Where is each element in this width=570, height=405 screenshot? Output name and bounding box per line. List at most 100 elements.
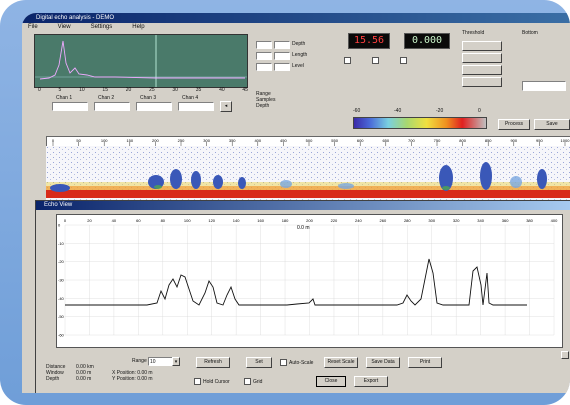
reset-scale-button[interactable]: Reset Scale xyxy=(324,357,358,368)
param-field-4[interactable] xyxy=(274,52,290,60)
info-label-window: Window xyxy=(46,370,64,376)
info-value-window: 0.00 m xyxy=(76,370,92,376)
x-tick-label: 0 xyxy=(64,218,67,223)
range-input[interactable]: 10 xyxy=(148,357,174,366)
scrollbar-handle[interactable] xyxy=(561,351,569,359)
ruler-tick-label: 850 xyxy=(485,138,492,143)
save-data-button[interactable]: Save Data xyxy=(366,357,400,368)
x-tick-label: 360 xyxy=(502,218,509,223)
refresh-button[interactable]: Refresh xyxy=(196,357,230,368)
echo-view-title: Echo View xyxy=(44,202,73,208)
x-tick-label: 400 xyxy=(551,218,558,223)
x-tick-label: 320 xyxy=(453,218,460,223)
info-label-distance: Distance xyxy=(46,364,66,370)
channel-label-4: Chan 4 xyxy=(182,95,199,101)
menu-file[interactable]: File xyxy=(28,24,38,30)
echo-profile-svg: 0.0 m 0 20 40 60 80 100 120 140 160 180 200 220 240 2… xyxy=(58,218,558,338)
ruler-tick-label: 300 xyxy=(203,138,210,143)
channel-label-2: Chan 2 xyxy=(98,95,115,101)
channel-2-field[interactable] xyxy=(94,102,130,111)
info-values: 0.00 km 0.00 m 0.00 m xyxy=(76,364,94,382)
x-tick-label: 80 xyxy=(161,218,166,223)
range-dropdown-button[interactable]: ▾ xyxy=(172,357,180,366)
application-window: Digital echo analysis - DEMO File View Set… xyxy=(22,13,570,393)
y-tick-label: 0 xyxy=(58,223,61,228)
colorscale-tick-4: 0 xyxy=(478,108,481,114)
y-tick-label: -10 xyxy=(58,241,65,246)
range-label: Range xyxy=(132,358,147,364)
channel-1-field[interactable] xyxy=(52,102,88,111)
echogram-bottom-band xyxy=(46,190,570,198)
param-field-5[interactable] xyxy=(256,63,272,71)
ruler-tick-label: 0 xyxy=(52,138,55,143)
x-tick-label: 200 xyxy=(306,218,313,223)
x-tick-label: 240 xyxy=(355,218,362,223)
ruler-tick-label: 50 xyxy=(76,138,81,143)
channel-4-field[interactable] xyxy=(178,102,214,111)
ruler-tick-label: 500 xyxy=(306,138,313,143)
y-tick-label: -30 xyxy=(58,278,65,283)
level-label: Level xyxy=(292,63,304,69)
echo-profile-plot: 0.0 m 0 20 40 60 80 100 120 140 160 180 200 220 240 2… xyxy=(56,214,563,348)
close-button[interactable]: Close xyxy=(316,376,346,387)
auto-scale-checkbox[interactable] xyxy=(280,359,287,366)
param-field-2[interactable] xyxy=(274,41,290,49)
echo-view-titlebar[interactable]: Echo View xyxy=(36,201,570,210)
echo-profile-trace xyxy=(65,258,527,306)
set-button[interactable]: Set xyxy=(246,357,272,368)
print-button[interactable]: Print xyxy=(408,357,442,368)
option-checkbox-3[interactable] xyxy=(400,57,407,64)
readout-green: 0.000 xyxy=(404,33,450,49)
info-value-depth: 0.00 m xyxy=(76,376,92,382)
grid-option: Grid xyxy=(244,378,262,385)
bottom-field[interactable] xyxy=(522,81,566,91)
x-tick-label: 220 xyxy=(331,218,338,223)
spectrum-axis: 0 5 10 15 20 25 30 35 40 45 xyxy=(38,87,248,93)
ruler-tick-label: 900 xyxy=(510,138,517,143)
option-group-1 xyxy=(344,57,353,64)
x-tick-label: 120 xyxy=(208,218,215,223)
colorscale-tick-3: -20 xyxy=(436,108,444,114)
option-checkbox-2[interactable] xyxy=(372,57,379,64)
menu-help[interactable]: Help xyxy=(132,24,145,30)
param-field-6[interactable] xyxy=(274,63,290,71)
grid-checkbox[interactable] xyxy=(244,378,251,385)
stats-block: Range Samples Depth xyxy=(256,91,275,109)
colorscale-tick-2: -40 xyxy=(394,108,402,114)
info-labels: Distance Window Depth xyxy=(46,364,65,382)
side-button-1[interactable] xyxy=(462,41,502,51)
info-label-depth: Depth xyxy=(46,376,60,382)
hold-cursor-option: Hold Cursor xyxy=(194,378,230,385)
menu-settings[interactable]: Settings xyxy=(90,24,113,30)
channel-label-3: Chan 3 xyxy=(140,95,157,101)
ruler-tick-label: 200 xyxy=(152,138,159,143)
menu-view[interactable]: View xyxy=(57,24,71,30)
param-field-3[interactable] xyxy=(256,52,272,60)
ruler-tick-label: 950 xyxy=(536,138,543,143)
x-tick-label: 60 xyxy=(136,218,141,223)
hold-cursor-checkbox[interactable] xyxy=(194,378,201,385)
x-position: X Position: 0.00 m xyxy=(112,370,153,376)
window-titlebar[interactable]: Digital echo analysis - DEMO xyxy=(22,13,570,23)
x-tick-label: 140 xyxy=(233,218,240,223)
position-readout: X Position: 0.00 m Y Position: 0.00 m xyxy=(112,370,153,382)
channel-arrow-button[interactable]: ◂ xyxy=(220,101,232,112)
channel-3-field[interactable] xyxy=(136,102,172,111)
side-button-2[interactable] xyxy=(462,53,502,63)
echogram-image xyxy=(46,146,570,202)
menu-bar: File View Settings Help xyxy=(22,23,570,32)
side-button-4[interactable] xyxy=(462,77,502,87)
x-tick-label: 260 xyxy=(380,218,387,223)
save-button[interactable]: Save xyxy=(534,119,570,130)
process-button[interactable]: Process xyxy=(498,119,530,130)
echogram-panel xyxy=(46,146,570,202)
option-checkbox-1[interactable] xyxy=(344,57,351,64)
export-button[interactable]: Export xyxy=(354,376,388,387)
echo-view-window: Echo View 0.0 m 0 20 40 60 80 100 120 140 160 180… xyxy=(35,200,570,393)
auto-scale-option: Auto-Scale xyxy=(280,359,313,366)
ruler-tick-label: 600 xyxy=(357,138,364,143)
y-tick-label: -50 xyxy=(58,314,65,319)
spectrum-trace xyxy=(39,40,245,80)
side-button-3[interactable] xyxy=(462,65,502,75)
param-field-1[interactable] xyxy=(256,41,272,49)
